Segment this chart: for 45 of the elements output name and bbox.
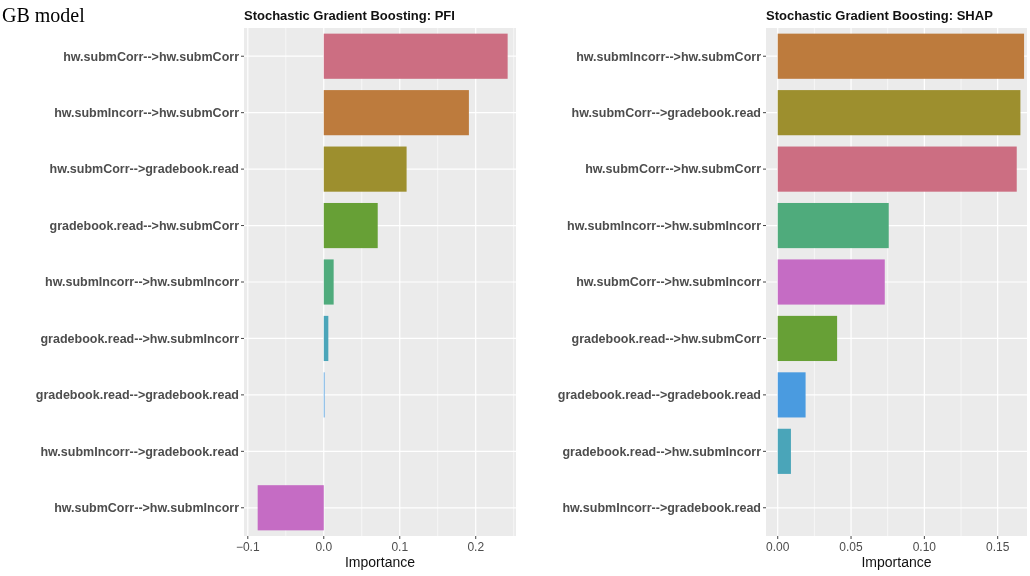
- bar: [323, 33, 508, 79]
- y-tick-label: hw.submCorr-->hw.submIncorr: [576, 275, 762, 290]
- x-tick-label: 0.2: [467, 540, 485, 554]
- x-axis-title: Importance: [344, 554, 416, 570]
- y-tick-label: hw.submCorr-->gradebook.read: [571, 106, 761, 121]
- x-tick-label: 0.10: [912, 540, 937, 554]
- bar: [777, 202, 889, 249]
- bar: [777, 259, 885, 305]
- y-tick-label: gradebook.read-->hw.submIncorr: [562, 444, 762, 459]
- bar: [257, 485, 324, 531]
- y-tick-label: hw.submCorr-->hw.submCorr: [63, 49, 240, 64]
- x-tick-label: 0.1: [391, 540, 409, 554]
- chart-title: Stochastic Gradient Boosting: SHAP: [766, 8, 994, 23]
- y-tick-label: hw.submIncorr-->gradebook.read: [40, 444, 239, 459]
- bar: [777, 315, 838, 362]
- y-tick-label: hw.submCorr-->hw.submCorr: [585, 162, 762, 177]
- y-tick-label: hw.submIncorr-->hw.submIncorr: [45, 275, 240, 290]
- bar: [323, 146, 407, 192]
- y-tick-label: hw.submIncorr-->gradebook.read: [562, 501, 761, 516]
- bar: [777, 146, 1017, 192]
- bar: [777, 372, 806, 418]
- y-tick-label: gradebook.read-->gradebook.read: [35, 388, 239, 403]
- x-tick-label: 0.00: [766, 540, 790, 554]
- x-tick-label: 0.0: [315, 540, 333, 554]
- x-tick-label: 0.05: [839, 540, 864, 554]
- bar: [777, 428, 791, 474]
- y-tick-label: gradebook.read-->hw.submCorr: [571, 331, 762, 346]
- y-tick-label: hw.submIncorr-->hw.submIncorr: [567, 218, 762, 233]
- x-tick-label: −0.1: [235, 540, 260, 554]
- bar: [323, 202, 378, 249]
- y-tick-label: hw.submCorr-->hw.submIncorr: [54, 501, 240, 516]
- bar: [323, 259, 334, 305]
- x-axis-title: Importance: [861, 554, 932, 570]
- bar: [777, 33, 1025, 79]
- bar: [777, 90, 1021, 136]
- y-tick-label: gradebook.read-->gradebook.read: [557, 388, 761, 403]
- text: GB model: [2, 4, 86, 26]
- y-tick-label: gradebook.read-->hw.submIncorr: [40, 331, 240, 346]
- bar: [323, 90, 469, 136]
- y-tick-label: hw.submCorr-->gradebook.read: [49, 162, 239, 177]
- y-tick-label: hw.submIncorr-->hw.submCorr: [54, 106, 240, 121]
- chart-title: Stochastic Gradient Boosting: PFI: [244, 8, 455, 23]
- y-tick-label: hw.submIncorr-->hw.submCorr: [576, 49, 762, 64]
- y-tick-label: gradebook.read-->hw.submCorr: [49, 218, 240, 233]
- x-tick-label: 0.15: [985, 540, 1010, 554]
